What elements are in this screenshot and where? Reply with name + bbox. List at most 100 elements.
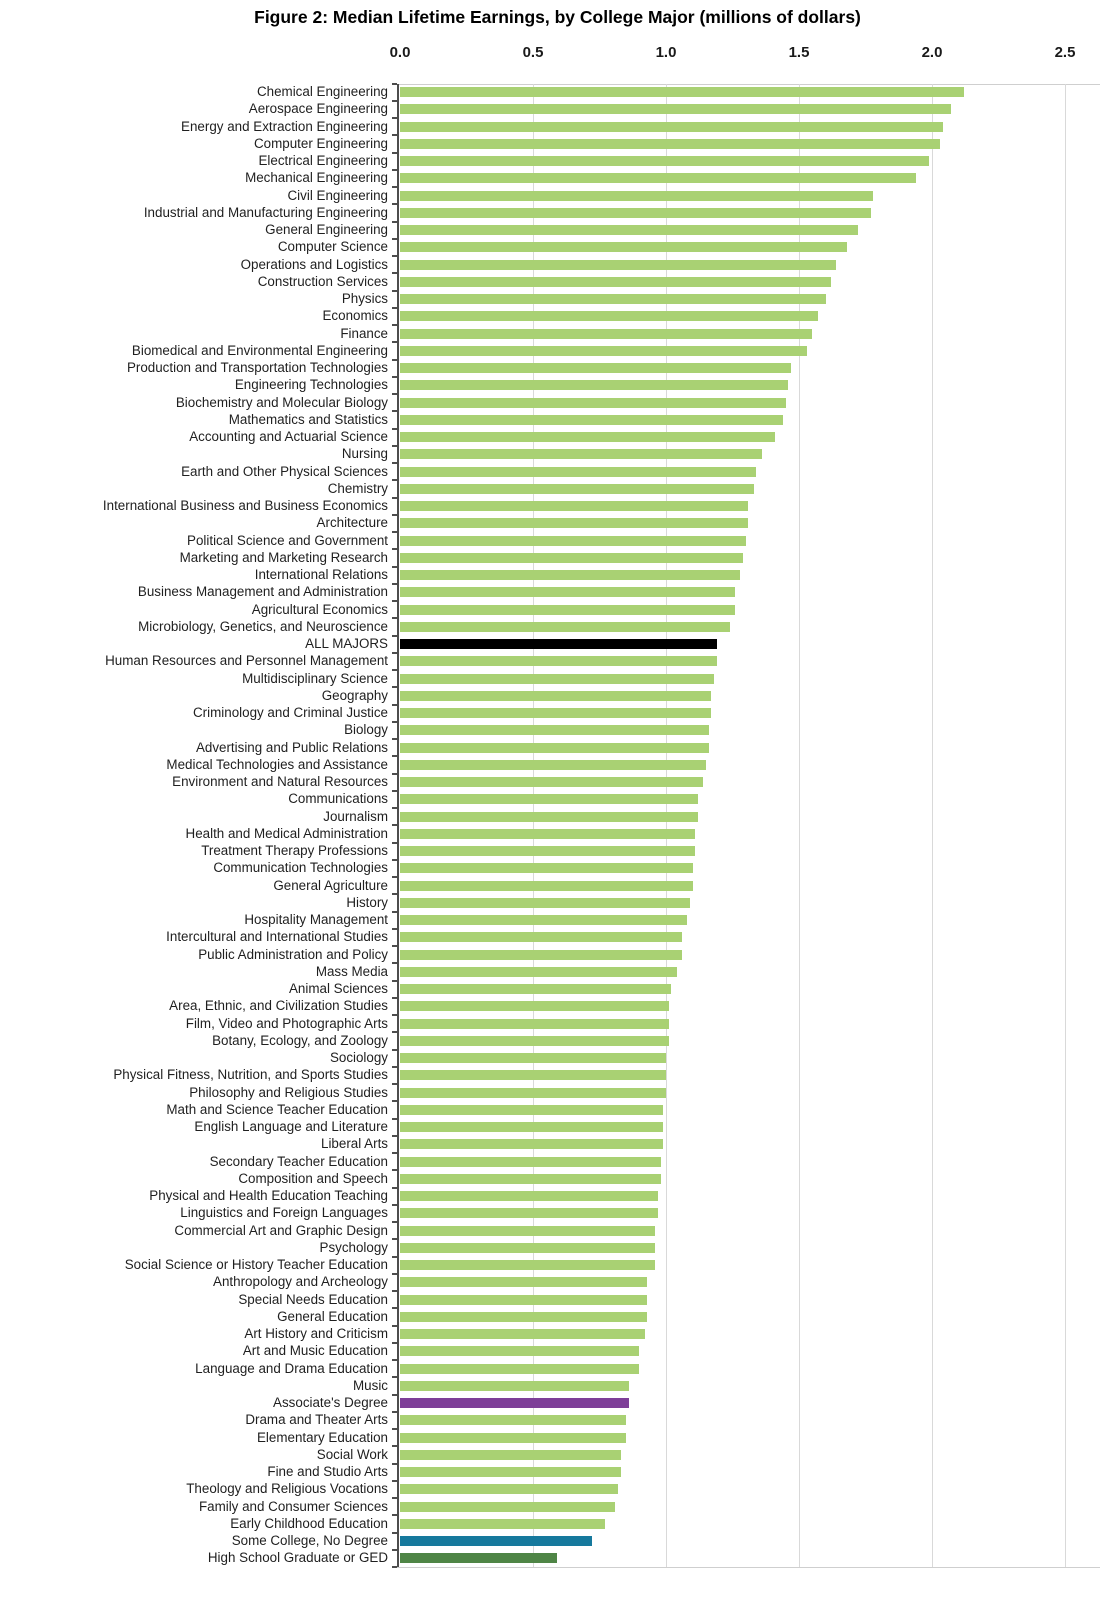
y-axis-tick <box>392 1255 397 1258</box>
y-axis-tick <box>392 1221 397 1223</box>
bar <box>400 518 749 529</box>
y-axis-tick <box>392 1393 397 1396</box>
y-axis-tick <box>392 858 397 861</box>
category-label: General Engineering <box>265 222 388 238</box>
y-axis-tick <box>392 220 397 223</box>
y-axis-tick <box>392 686 397 689</box>
bar <box>400 708 712 719</box>
y-axis-tick <box>392 617 397 620</box>
bar <box>400 552 744 563</box>
y-axis-tick <box>392 876 397 878</box>
bar <box>400 777 704 788</box>
category-label: Journalism <box>323 808 388 824</box>
y-axis-tick <box>392 1048 397 1051</box>
bar <box>400 1536 592 1547</box>
bar <box>400 570 741 581</box>
x-axis-tick-label: 1.0 <box>655 44 677 61</box>
y-axis-tick <box>392 1462 397 1465</box>
category-label: Special Needs Education <box>238 1291 388 1307</box>
bar <box>400 1277 648 1288</box>
category-label: Communications <box>288 791 388 807</box>
category-label: Liberal Arts <box>321 1136 388 1152</box>
bar <box>400 846 696 857</box>
y-axis-tick <box>392 755 397 758</box>
y-axis-tick <box>392 789 397 792</box>
y-axis-tick <box>392 841 397 844</box>
bar <box>400 1225 656 1236</box>
bar <box>400 794 698 805</box>
bar <box>400 363 792 374</box>
category-label: Physical Fitness, Nutrition, and Sports … <box>113 1067 388 1083</box>
bar <box>400 880 693 891</box>
bar <box>400 156 930 167</box>
y-axis-tick <box>392 1014 397 1016</box>
category-label: Architecture <box>316 515 388 531</box>
bar <box>400 138 940 149</box>
category-label: International Business and Business Econ… <box>102 498 388 514</box>
y-axis-tick <box>392 1100 397 1103</box>
y-axis-tick <box>392 1324 397 1327</box>
category-label: Math and Science Teacher Education <box>166 1101 388 1117</box>
y-axis-tick <box>392 910 397 913</box>
bar <box>400 414 784 425</box>
category-label: Family and Consumer Sciences <box>198 1498 388 1514</box>
x-axis-tick-label: 2.5 <box>1054 44 1076 61</box>
bar <box>400 811 698 822</box>
category-label: Nursing <box>341 446 388 462</box>
category-label: Civil Engineering <box>287 187 388 203</box>
category-label: Accounting and Actuarial Science <box>189 429 388 445</box>
category-label: Fine and Studio Arts <box>267 1464 388 1480</box>
bar <box>400 466 757 477</box>
gridline <box>932 83 933 1567</box>
category-label: Geography <box>321 687 388 703</box>
bar <box>400 1346 640 1357</box>
bar <box>400 863 693 874</box>
y-axis-tick <box>392 824 397 827</box>
y-axis-tick <box>392 1376 397 1379</box>
y-axis-tick <box>392 582 397 585</box>
category-label: Human Resources and Personnel Management <box>105 653 388 669</box>
category-label: English Language and Literature <box>194 1119 388 1135</box>
category-label: Film, Video and Photographic Arts <box>185 1015 388 1031</box>
y-axis-tick <box>392 375 397 378</box>
category-label: Mathematics and Statistics <box>228 411 388 427</box>
y-axis-tick <box>392 1548 397 1551</box>
category-label: Sociology <box>329 1050 388 1066</box>
bar <box>400 449 762 460</box>
bar <box>400 1467 621 1478</box>
category-label: Finance <box>340 325 388 341</box>
bar <box>400 966 677 977</box>
category-label: Engineering Technologies <box>234 377 388 393</box>
y-axis-tick <box>392 444 397 447</box>
category-label: Marketing and Marketing Research <box>179 549 388 565</box>
bar <box>400 639 717 650</box>
y-axis-tick <box>392 1445 397 1448</box>
bar <box>400 915 688 926</box>
y-axis-tick <box>392 531 397 533</box>
bar <box>400 1311 648 1322</box>
y-axis-tick <box>392 893 397 896</box>
y-axis-tick <box>392 1238 397 1241</box>
y-axis-tick <box>392 151 397 154</box>
y-axis-tick <box>392 203 397 206</box>
y-axis-tick <box>392 996 397 999</box>
category-label: Advertising and Public Relations <box>195 739 388 755</box>
bar <box>400 1139 664 1150</box>
category-label: Elementary Education <box>256 1429 388 1445</box>
y-axis-tick <box>392 1290 397 1292</box>
bar <box>400 294 826 305</box>
y-axis-tick <box>392 479 397 482</box>
category-label: Electrical Engineering <box>258 153 388 169</box>
bar <box>400 121 943 132</box>
category-label: Theology and Religious Vocations <box>186 1481 388 1497</box>
y-axis-tick <box>392 306 397 309</box>
bar <box>400 1173 661 1184</box>
y-axis-tick <box>392 1410 397 1413</box>
y-axis-line <box>397 83 399 1567</box>
bar <box>400 1018 669 1029</box>
category-label: Physical and Health Education Teaching <box>149 1188 388 1204</box>
y-axis-tick <box>392 703 397 706</box>
y-axis-tick <box>392 565 397 568</box>
y-axis-tick <box>392 393 397 395</box>
bar <box>400 87 964 98</box>
